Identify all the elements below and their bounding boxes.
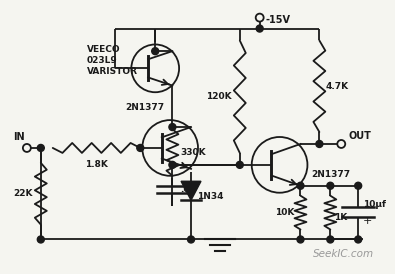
Text: 22K: 22K bbox=[13, 189, 33, 198]
Circle shape bbox=[327, 236, 334, 243]
Circle shape bbox=[137, 144, 144, 152]
Circle shape bbox=[355, 236, 362, 243]
Circle shape bbox=[169, 161, 176, 168]
Circle shape bbox=[327, 182, 334, 189]
Circle shape bbox=[188, 236, 194, 243]
Text: IN: IN bbox=[13, 132, 25, 142]
Text: OUT: OUT bbox=[348, 131, 371, 141]
Circle shape bbox=[316, 141, 323, 147]
Text: 10K: 10K bbox=[275, 208, 295, 217]
Text: SeekIC.com: SeekIC.com bbox=[313, 249, 374, 259]
Text: 4.7K: 4.7K bbox=[325, 82, 348, 91]
Text: 10μf: 10μf bbox=[363, 200, 386, 209]
Text: 120K: 120K bbox=[206, 92, 232, 101]
Text: 1N34: 1N34 bbox=[197, 192, 224, 201]
Circle shape bbox=[355, 182, 362, 189]
Text: VEECO
023L9
VARISTOR: VEECO 023L9 VARISTOR bbox=[87, 45, 137, 76]
Polygon shape bbox=[181, 181, 201, 200]
Circle shape bbox=[169, 124, 176, 130]
Text: 330K: 330K bbox=[181, 148, 206, 157]
Circle shape bbox=[37, 236, 44, 243]
Text: +: + bbox=[363, 216, 372, 226]
Circle shape bbox=[297, 236, 304, 243]
Circle shape bbox=[37, 144, 44, 152]
Text: -15V: -15V bbox=[266, 15, 291, 25]
Text: 2N1377: 2N1377 bbox=[125, 103, 164, 112]
Circle shape bbox=[256, 25, 263, 32]
Circle shape bbox=[297, 182, 304, 189]
Text: 2N1377: 2N1377 bbox=[311, 170, 350, 179]
Text: 1.8K: 1.8K bbox=[85, 160, 108, 169]
Circle shape bbox=[236, 161, 243, 168]
Circle shape bbox=[152, 48, 159, 55]
Text: .02: .02 bbox=[181, 185, 196, 194]
Text: 1K: 1K bbox=[334, 213, 348, 222]
